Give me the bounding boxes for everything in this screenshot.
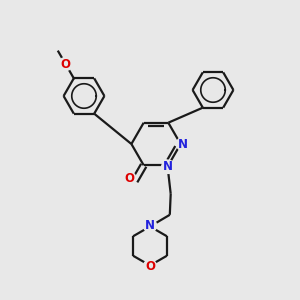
Text: N: N <box>178 137 188 151</box>
Circle shape <box>123 172 136 185</box>
Circle shape <box>143 260 157 273</box>
Circle shape <box>162 160 175 173</box>
Text: O: O <box>145 260 155 273</box>
Text: N: N <box>163 160 173 173</box>
Text: O: O <box>124 172 134 185</box>
Text: O: O <box>61 58 70 70</box>
Circle shape <box>59 57 72 70</box>
Circle shape <box>176 137 190 151</box>
Circle shape <box>143 219 157 232</box>
Text: N: N <box>145 219 155 232</box>
